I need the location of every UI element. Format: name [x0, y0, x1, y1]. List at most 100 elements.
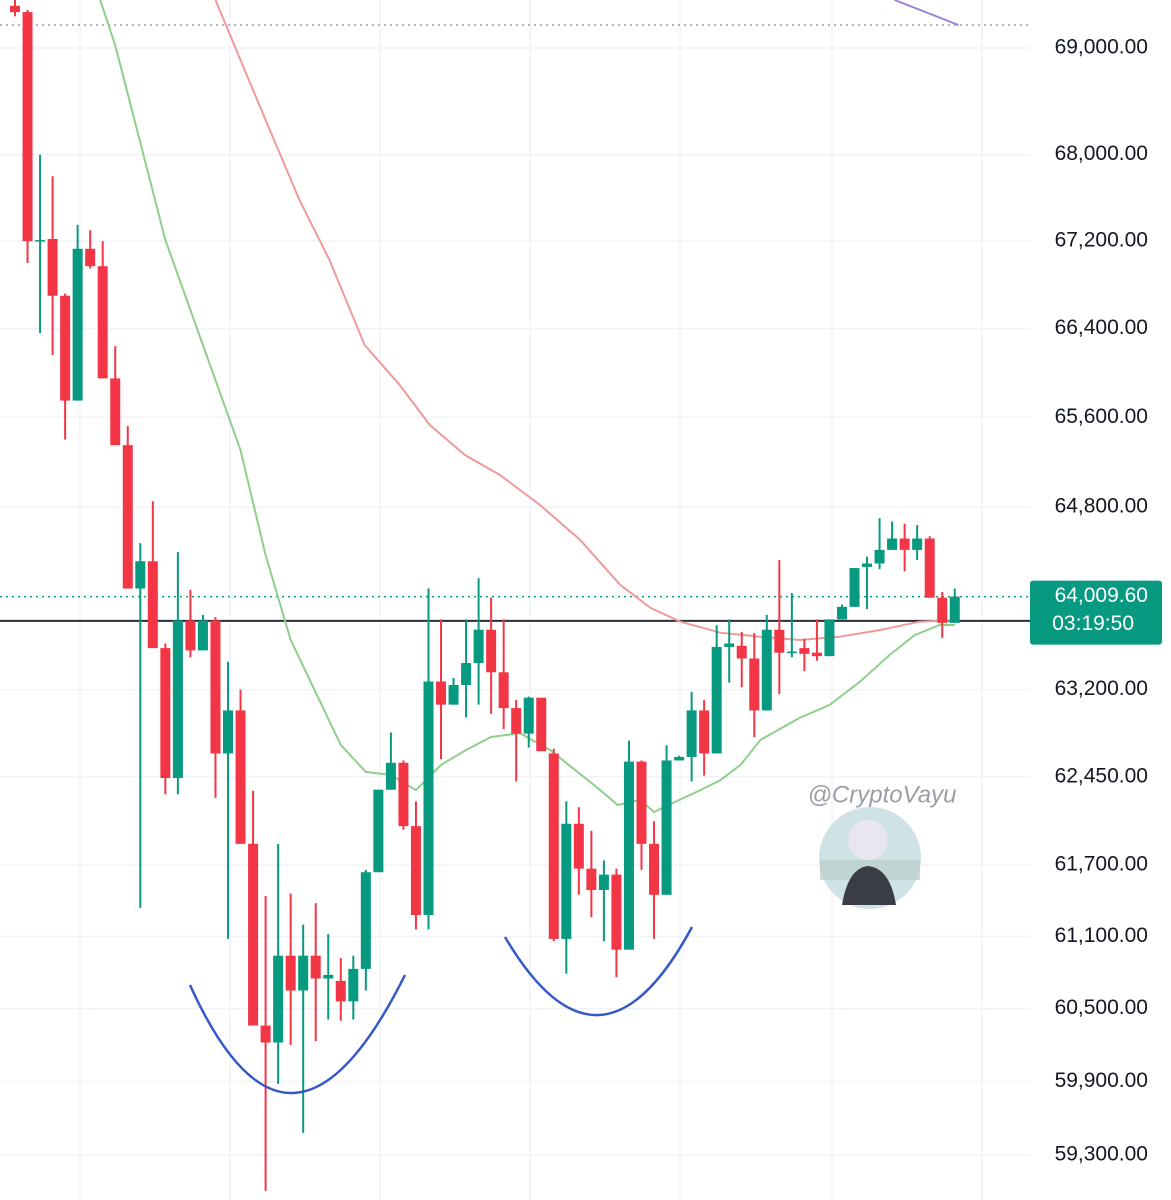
candle-body: [511, 708, 522, 734]
candle-body: [736, 645, 747, 659]
price-axis: 69,000.00 68,000.00 67,200.00 66,400.00 65,6…: [1055, 36, 1148, 1166]
y-tick-label: 59,900.00: [1055, 1069, 1148, 1092]
candle-body: [461, 663, 472, 685]
y-tick-label: 61,700.00: [1055, 853, 1148, 876]
candle-body: [135, 561, 146, 589]
candle-body: [836, 606, 847, 620]
candle-body: [260, 1025, 271, 1043]
candle-body: [185, 620, 196, 651]
candle-body: [536, 697, 547, 752]
reference-lines: [0, 24, 1030, 622]
candle-body: [623, 761, 634, 950]
candle-body: [686, 710, 697, 757]
price-badge-box: [1030, 580, 1162, 645]
candle-body: [110, 378, 121, 446]
candle-body: [22, 12, 33, 242]
y-tick-label: 63,200.00: [1055, 677, 1148, 700]
watermark-text: @CryptoVayu: [808, 781, 957, 808]
candle-body: [949, 596, 960, 623]
candle-body: [786, 651, 797, 654]
candle-body: [849, 568, 860, 607]
candle-body: [523, 697, 534, 734]
avatar-body: [842, 866, 896, 905]
candle-body: [799, 648, 810, 654]
candle-body: [887, 538, 898, 550]
candle-body: [223, 710, 234, 754]
candle-body: [410, 826, 421, 916]
candle-body: [273, 955, 284, 1043]
candle-body: [661, 760, 672, 895]
candle-body: [899, 538, 910, 550]
price-badge-value: 64,009.60: [1055, 584, 1148, 607]
y-tick-label: 59,300.00: [1055, 1143, 1148, 1166]
moving-average: [214, 0, 955, 642]
candle-body: [147, 561, 158, 649]
candle-body: [122, 445, 133, 589]
candle-body: [348, 968, 359, 1002]
candle-body: [235, 710, 246, 844]
candle-body: [912, 538, 923, 550]
arc: [503, 926, 694, 1017]
candle-body: [674, 756, 685, 761]
candle-body: [298, 955, 309, 991]
candle-body: [335, 980, 346, 1002]
candle-body: [774, 629, 785, 653]
candle-body: [72, 248, 83, 401]
candle-body: [85, 248, 96, 267]
candles: [10, 0, 960, 1191]
y-tick-label: 61,100.00: [1055, 924, 1148, 947]
watermark: @CryptoVayu: [808, 781, 957, 909]
candle-body: [423, 681, 434, 916]
y-tick-label: 60,500.00: [1055, 996, 1148, 1019]
moving-averages: [99, 0, 959, 814]
candle-body: [649, 843, 660, 895]
candle-body: [611, 874, 622, 950]
annotation-arcs: [188, 926, 694, 1095]
candle-body: [699, 710, 710, 754]
candle-body: [586, 868, 597, 891]
y-tick-label: 69,000.00: [1055, 36, 1148, 59]
horizontal-grid: [0, 47, 1030, 1156]
candle-body: [924, 538, 935, 598]
candle-body: [373, 789, 384, 873]
price-badge-countdown: 03:19:50: [1052, 612, 1134, 635]
candle-body: [360, 872, 371, 969]
candle-body: [598, 874, 609, 891]
candle-body: [561, 823, 572, 939]
candle-body: [724, 643, 735, 647]
candle-body: [323, 974, 334, 979]
candle-body: [498, 672, 509, 709]
candle-body: [749, 658, 760, 711]
y-tick-label: 62,450.00: [1055, 764, 1148, 787]
candle-body: [636, 761, 647, 844]
arc: [188, 974, 407, 1095]
vertical-grid: [79, 0, 983, 1200]
candle-body: [197, 620, 208, 651]
candle-body: [937, 597, 948, 623]
moving-average: [99, 0, 955, 814]
candle-body: [711, 646, 722, 754]
y-tick-label: 65,600.00: [1055, 405, 1148, 428]
candle-body: [862, 563, 873, 567]
candle-body: [35, 240, 46, 242]
candle-body: [10, 5, 20, 13]
avatar-head: [848, 820, 888, 860]
candle-body: [285, 955, 296, 991]
candle-body: [486, 629, 497, 673]
candle-body: [473, 629, 484, 664]
candle-body: [824, 619, 835, 657]
y-tick-label: 68,000.00: [1055, 142, 1148, 165]
candle-body: [385, 762, 396, 790]
candle-body: [60, 295, 71, 401]
y-tick-label: 66,400.00: [1055, 316, 1148, 339]
y-tick-label: 67,200.00: [1055, 229, 1148, 252]
candle-body: [210, 620, 221, 754]
candle-body: [310, 955, 321, 979]
candle-body: [248, 843, 259, 1026]
candle-body: [172, 620, 183, 778]
candle-body: [47, 238, 58, 296]
candle-body: [761, 629, 772, 711]
candle-body: [448, 684, 459, 705]
